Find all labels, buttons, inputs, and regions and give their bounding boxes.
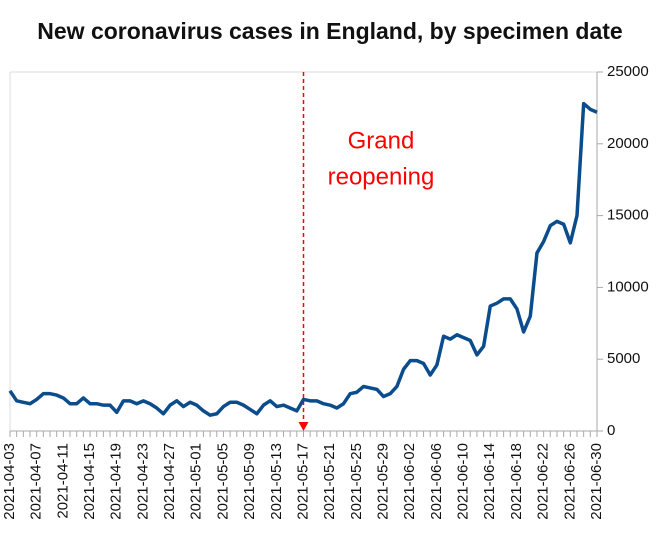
x-tick-label: 2021-04-23	[134, 443, 151, 520]
x-tick-label: 2021-04-11	[54, 443, 71, 519]
x-tick-label: 2021-04-27	[161, 443, 178, 520]
x-tick-label: 2021-06-26	[561, 443, 578, 520]
x-tick-label: 2021-06-18	[508, 443, 525, 520]
x-tick-label: 2021-06-22	[535, 443, 552, 520]
y-tick-label: 15000	[607, 207, 649, 224]
x-tick-label: 2021-05-17	[294, 443, 311, 520]
x-tick-label: 2021-06-14	[481, 443, 498, 520]
annotation-arrow	[298, 422, 309, 431]
x-tick-label: 2021-05-05	[214, 443, 231, 520]
x-tick-label: 2021-06-10	[455, 443, 472, 520]
x-tick-label: 2021-06-06	[428, 443, 445, 520]
y-tick-label: 25000	[607, 63, 649, 80]
y-tick-label: 10000	[607, 278, 649, 295]
x-tick-label: 2021-05-09	[241, 443, 258, 520]
x-tick-label: 2021-04-19	[108, 443, 125, 520]
y-tick-label: 0	[607, 422, 615, 439]
x-tick-label: 2021-05-01	[188, 443, 205, 520]
x-tick-label: 2021-06-02	[401, 443, 418, 520]
x-tick-label: 2021-05-13	[268, 443, 285, 520]
chart-title: New coronavirus cases in England, by spe…	[37, 18, 622, 44]
x-tick-label: 2021-04-15	[81, 443, 98, 520]
y-tick-label: 5000	[607, 350, 640, 367]
annotation-text: reopening	[328, 163, 435, 190]
annotation-text: Grand	[348, 127, 415, 154]
y-tick-label: 20000	[607, 135, 649, 152]
x-tick-label: 2021-05-21	[321, 443, 338, 520]
x-tick-label: 2021-04-07	[28, 443, 45, 520]
x-tick-label: 2021-06-30	[588, 443, 605, 520]
series-line	[8, 101, 598, 417]
x-tick-label: 2021-04-03	[1, 443, 18, 520]
x-tick-label: 2021-05-29	[375, 443, 392, 520]
x-tick-label: 2021-05-25	[348, 443, 365, 520]
